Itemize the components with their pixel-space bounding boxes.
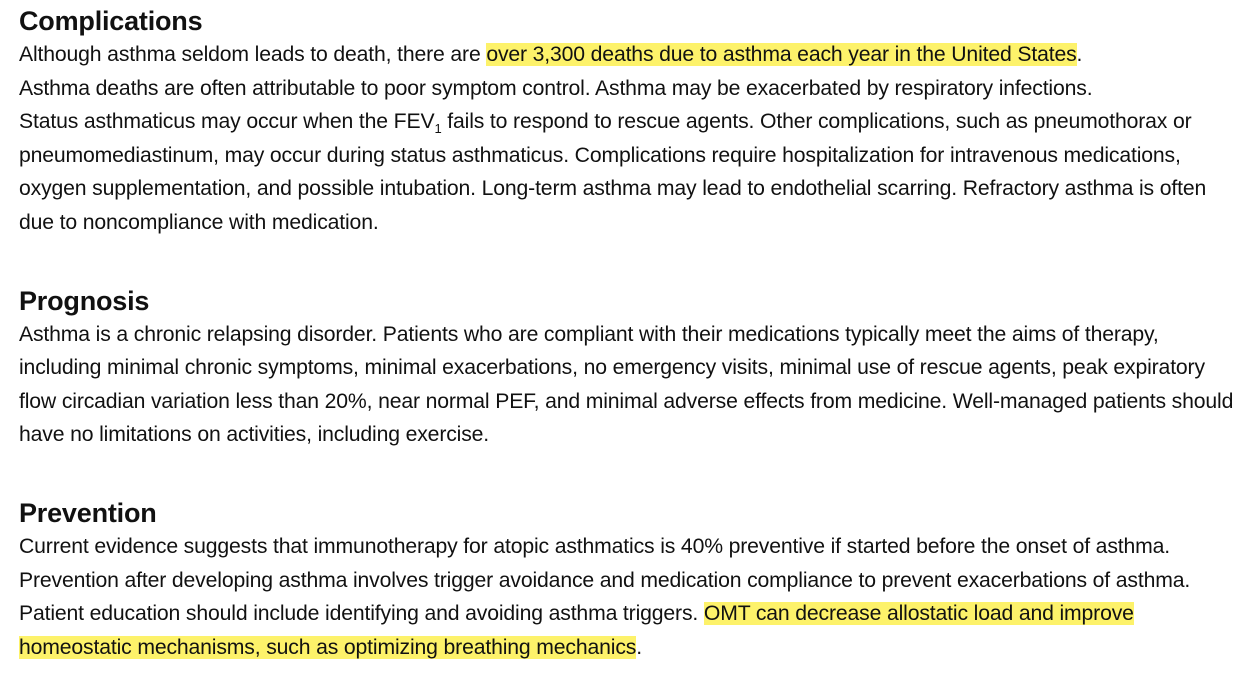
complications-text-5: fails to respond to rescue agents. Other…: [19, 110, 1207, 234]
prevention-text-1: Current evidence suggests that immunothe…: [19, 534, 1191, 626]
prognosis-section: Prognosis Asthma is a chronic relapsing …: [19, 285, 1239, 452]
complications-highlight: over 3,300 deaths due to asthma each yea…: [486, 43, 1077, 66]
complications-text-2: .: [1076, 43, 1083, 66]
prognosis-paragraph: Asthma is a chronic relapsing disorder. …: [19, 322, 1234, 447]
complications-section: Complications Although asthma seldom lea…: [19, 5, 1239, 240]
document-page: Complications Although asthma seldom lea…: [19, 0, 1239, 664]
prevention-text-2: .: [636, 635, 642, 659]
fev-subscript: 1: [434, 121, 442, 137]
complications-text-3: Asthma deaths are often attributable to …: [19, 76, 1093, 100]
prevention-heading: Prevention: [19, 497, 157, 528]
prevention-paragraph: Current evidence suggests that immunothe…: [19, 530, 1239, 664]
prognosis-heading: Prognosis: [19, 285, 150, 316]
complications-heading: Complications: [19, 6, 203, 36]
complications-text-4: Status asthmaticus may occur when the FE…: [19, 110, 435, 134]
prevention-section: Prevention Current evidence suggests tha…: [19, 497, 1239, 664]
complications-paragraph: Although asthma seldom leads to death, t…: [19, 38, 1239, 240]
complications-text-1: Although asthma seldom leads to death, t…: [19, 43, 487, 66]
